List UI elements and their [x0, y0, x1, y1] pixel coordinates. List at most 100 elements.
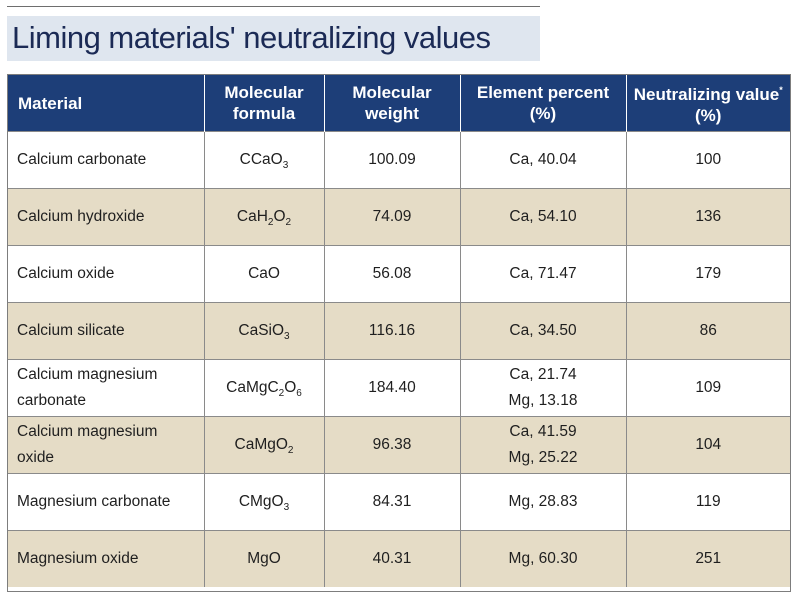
material-cell: Calcium carbonate	[8, 131, 205, 189]
formula-part: MgO	[247, 550, 281, 567]
title-top-rule	[7, 6, 540, 7]
header-neutralizing-value-label: Neutralizing value	[633, 85, 780, 104]
neutralizing-value-cell: 179	[626, 245, 790, 303]
table-header: Material Molecular formula Molecular wei…	[8, 75, 790, 132]
element-percent-line: Mg, 13.18	[508, 392, 578, 409]
molecular-formula: CaMgC2O6	[226, 379, 302, 399]
weight-cell: 96.38	[324, 416, 461, 474]
formula-subscript: 3	[282, 160, 289, 171]
element-percent-line: Ca, 34.50	[509, 322, 577, 339]
table-row: Calcium carbonate CCaO3 100.09 Ca, 40.04 100	[8, 131, 790, 189]
formula-part: O	[273, 208, 286, 225]
page-title: Liming materials' neutralizing values	[12, 20, 491, 55]
element-percent-cell: Mg, 28.83	[460, 473, 627, 531]
liming-table-container: Material Molecular formula Molecular wei…	[7, 74, 791, 592]
molecular-formula: CCaO3	[239, 151, 289, 171]
formula-cell: CMgO3	[204, 473, 325, 531]
formula-part: O	[284, 379, 297, 396]
element-percent-line: Ca, 41.59	[509, 423, 577, 440]
neutralizing-value-cell: 109	[626, 359, 790, 417]
element-percent-cell: Ca, 71.47	[460, 245, 627, 303]
element-percent-line: Mg, 25.22	[508, 449, 578, 466]
weight-cell: 116.16	[324, 302, 461, 360]
neutralizing-value-cell: 100	[626, 131, 790, 189]
element-percent-line: Ca, 40.04	[509, 151, 577, 168]
molecular-formula: CMgO3	[238, 493, 290, 513]
formula-part: CaO	[248, 265, 280, 282]
element-percent-cell: Ca, 41.59 Mg, 25.22	[460, 416, 627, 474]
neutralizing-value-cell: 136	[626, 188, 790, 246]
formula-subscript: 2	[287, 445, 294, 456]
element-percent-line: Ca, 54.10	[509, 208, 577, 225]
header-row: Material Molecular formula Molecular wei…	[8, 75, 790, 132]
weight-cell: 84.31	[324, 473, 461, 531]
neutralizing-value-cell: 251	[626, 530, 790, 587]
weight-cell: 56.08	[324, 245, 461, 303]
formula-part: CaMgO	[234, 436, 288, 453]
formula-cell: CCaO3	[204, 131, 325, 189]
element-percent-line: Mg, 60.30	[508, 550, 578, 567]
formula-part: CaSiO	[238, 322, 285, 339]
table-row: Calcium oxide CaO 56.08 Ca, 71.47 179	[8, 245, 790, 303]
header-weight: Molecular weight	[324, 75, 461, 132]
material-cell: Magnesium carbonate	[8, 473, 205, 531]
element-percent-line: Ca, 21.74	[509, 366, 577, 383]
header-neutralizing-value: Neutralizing value* (%)	[626, 75, 790, 132]
neutralizing-value-cell: 104	[626, 416, 790, 474]
material-cell: Magnesium oxide	[8, 530, 205, 587]
formula-cell: CaH2O2	[204, 188, 325, 246]
formula-cell: CaSiO3	[204, 302, 325, 360]
title-band	[7, 16, 540, 61]
formula-cell: CaMgO2	[204, 416, 325, 474]
formula-subscript: 2	[285, 217, 292, 228]
table-row: Calcium magnesium oxide CaMgO2 96.38 Ca, 41…	[8, 416, 790, 474]
element-percent-cell: Mg, 60.30	[460, 530, 627, 587]
molecular-formula: CaMgO2	[234, 436, 294, 456]
element-percent-line: Mg, 28.83	[508, 493, 578, 510]
formula-subscript: 2	[278, 388, 285, 399]
material-cell: Calcium magnesium oxide	[8, 416, 205, 474]
table-row: Magnesium carbonate CMgO3 84.31 Mg, 28.83 11…	[8, 473, 790, 531]
table-row: Calcium hydroxide CaH2O2 74.09 Ca, 54.10 136	[8, 188, 790, 246]
formula-part: CaH	[236, 208, 268, 225]
weight-cell: 74.09	[324, 188, 461, 246]
header-weight-label: Molecular weight	[352, 83, 432, 123]
header-element-percent-label: Element percent (%)	[476, 83, 610, 123]
liming-table: Material Molecular formula Molecular wei…	[8, 75, 790, 587]
material-cell: Calcium oxide	[8, 245, 205, 303]
table-row: Magnesium oxide MgO 40.31 Mg, 60.30 251	[8, 530, 790, 587]
header-formula-label: Molecular formula	[224, 83, 304, 123]
formula-cell: MgO	[204, 530, 325, 587]
material-cell: Calcium magnesium carbonate	[8, 359, 205, 417]
molecular-formula: MgO	[247, 550, 281, 567]
table-row: Calcium magnesium carbonate CaMgC2O6 184.4…	[8, 359, 790, 417]
element-percent-cell: Ca, 54.10	[460, 188, 627, 246]
formula-cell: CaO	[204, 245, 325, 303]
formula-part: CMgO	[238, 493, 284, 510]
header-material: Material	[8, 75, 205, 132]
neutralizing-value-cell: 119	[626, 473, 790, 531]
formula-part: CCaO	[239, 151, 283, 168]
molecular-formula: CaH2O2	[236, 208, 292, 228]
element-percent-cell: Ca, 21.74 Mg, 13.18	[460, 359, 627, 417]
element-percent-cell: Ca, 34.50	[460, 302, 627, 360]
neutralizing-value-cell: 86	[626, 302, 790, 360]
formula-part: CaMgC	[226, 379, 279, 396]
molecular-formula: CaO	[248, 265, 280, 282]
material-cell: Calcium hydroxide	[8, 188, 205, 246]
formula-subscript: 3	[283, 502, 290, 513]
header-footnote-marker: *	[779, 85, 783, 95]
table-body: Calcium carbonate CCaO3 100.09 Ca, 40.04 100…	[8, 131, 790, 587]
formula-subscript: 6	[296, 388, 302, 399]
header-element-percent: Element percent (%)	[460, 75, 627, 132]
header-formula: Molecular formula	[204, 75, 325, 132]
table-row: Calcium silicate CaSiO3 116.16 Ca, 34.50 86	[8, 302, 790, 360]
formula-cell: CaMgC2O6	[204, 359, 325, 417]
weight-cell: 100.09	[324, 131, 461, 189]
formula-subscript: 2	[267, 217, 274, 228]
weight-cell: 184.40	[324, 359, 461, 417]
molecular-formula: CaSiO3	[238, 322, 290, 342]
weight-cell: 40.31	[324, 530, 461, 587]
formula-subscript: 3	[284, 331, 290, 342]
element-percent-line: Ca, 71.47	[509, 265, 577, 282]
